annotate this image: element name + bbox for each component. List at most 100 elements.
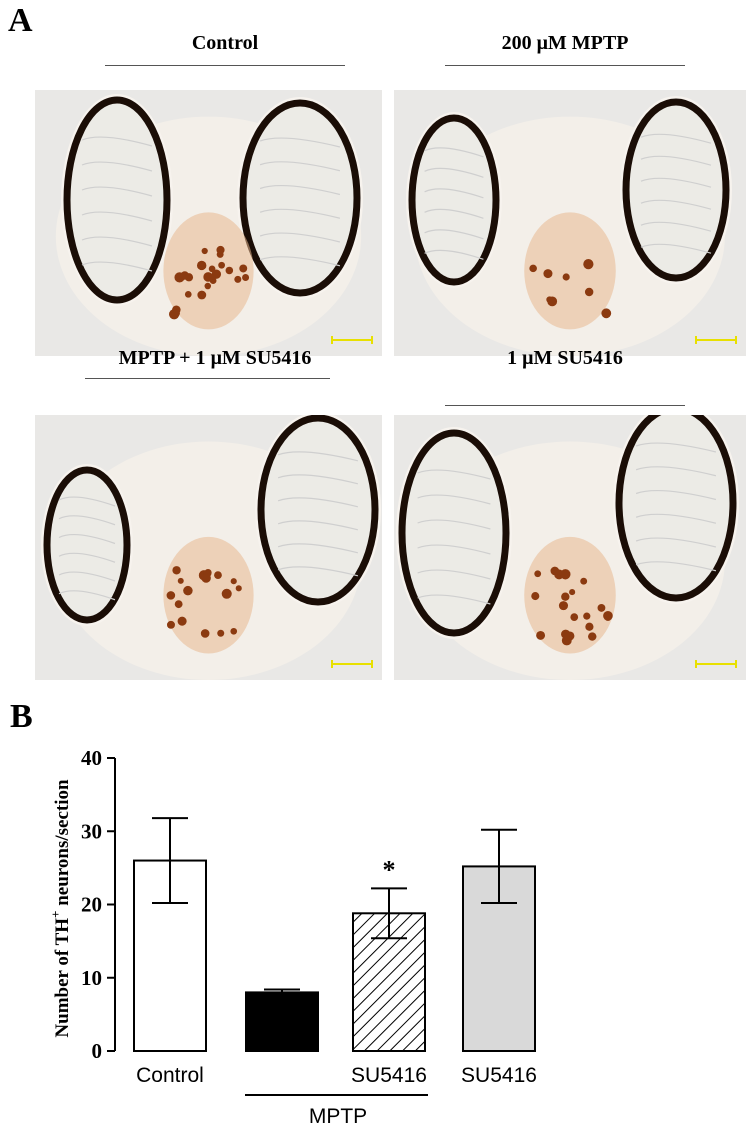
retina-texture	[417, 494, 491, 505]
y-tick-label: 10	[81, 966, 102, 990]
group-label: MPTP	[309, 1105, 367, 1127]
eye-pigment-ring	[615, 415, 737, 602]
th-neuron-dot	[547, 296, 558, 307]
title-rule-mptp-su5416	[85, 378, 330, 379]
retina-texture	[635, 513, 717, 524]
retina-texture	[424, 229, 484, 240]
th-neuron-dot	[570, 613, 579, 621]
retina-texture	[277, 497, 359, 508]
eye-pigment-ring	[43, 466, 131, 624]
th-neuron-dot	[216, 250, 224, 258]
bar-chart: 0 10 20 30 40 Number of TH+ neurons/section Co…	[48, 746, 537, 1127]
retina-texture	[81, 261, 153, 272]
retina-texture	[417, 469, 491, 480]
th-neuron-dot	[239, 264, 248, 273]
retina-texture	[640, 133, 712, 144]
th-neuron-dot	[166, 620, 175, 629]
x-category-label: SU5416	[461, 1064, 537, 1087]
th-neuron-dot	[529, 264, 537, 273]
th-neuron-dot	[221, 588, 232, 599]
retina-texture	[635, 466, 717, 477]
retina-texture	[635, 537, 717, 548]
stain-region	[524, 536, 616, 654]
th-neuron-dot	[180, 271, 189, 280]
th-neuron-dot	[230, 578, 237, 585]
y-tick-label: 30	[81, 819, 102, 843]
y-tick-label: 0	[92, 1039, 103, 1063]
eye-pigment-ring	[408, 114, 500, 286]
retina-texture	[640, 155, 712, 166]
th-neuron-dot	[201, 247, 208, 255]
x-category-label: SU5416	[351, 1064, 427, 1087]
th-neuron-dot	[235, 585, 242, 592]
x-category-label: Control	[136, 1064, 204, 1087]
eye-pigment-ring	[622, 98, 730, 282]
image-title-mptp-su5416: MPTP + 1 μM SU5416	[118, 347, 312, 369]
th-neuron-dot	[585, 622, 594, 631]
bar	[245, 991, 319, 1052]
retina-texture	[417, 544, 491, 555]
th-neuron-dot	[604, 614, 612, 621]
th-neuron-dot	[588, 632, 597, 641]
retina-texture	[81, 161, 153, 172]
image-title-mptp: 200 μM MPTP	[501, 32, 629, 54]
retina-texture	[58, 515, 116, 526]
th-neuron-dot	[166, 591, 176, 600]
panel-a-letter: A	[8, 2, 33, 39]
retina-texture	[81, 211, 153, 222]
th-neuron-dot	[561, 629, 571, 639]
retina-texture	[635, 442, 717, 453]
title-rule-su5416	[445, 405, 685, 406]
retina-texture	[259, 137, 341, 148]
retina-texture	[424, 208, 484, 219]
retina-texture	[424, 167, 484, 178]
th-neuron-dot	[218, 261, 225, 269]
th-neuron-dot	[561, 592, 570, 601]
th-neuron-dot	[211, 269, 222, 279]
retina-texture	[277, 566, 359, 577]
retina-texture	[640, 177, 712, 188]
retina-texture	[81, 236, 153, 247]
th-neuron-dot	[562, 273, 570, 281]
retina-texture	[58, 571, 116, 582]
retina-texture	[424, 147, 484, 158]
th-neuron-dot	[583, 259, 594, 270]
retina-texture	[277, 451, 359, 462]
micrograph-control	[35, 90, 382, 356]
th-neuron-dot	[214, 571, 222, 579]
th-neuron-dot	[203, 569, 212, 578]
th-neuron-dot	[558, 601, 569, 611]
retina-texture	[417, 594, 491, 605]
retina-texture	[259, 232, 341, 243]
th-neuron-dot	[543, 269, 553, 279]
retina-texture	[640, 221, 712, 232]
th-neuron-dot	[177, 577, 184, 584]
retina-texture	[81, 186, 153, 197]
eye-pigment-ring	[63, 96, 171, 304]
y-tick-label: 40	[81, 746, 102, 770]
y-tick-label: 20	[81, 893, 102, 917]
th-neuron-dot	[217, 629, 225, 637]
retina-texture	[640, 243, 712, 254]
th-neuron-dot	[183, 585, 193, 596]
title-rule-mptp	[445, 65, 685, 66]
retina-texture	[640, 199, 712, 210]
th-neuron-dot	[230, 627, 238, 635]
eye-pigment-ring	[239, 99, 361, 297]
retina-texture	[259, 185, 341, 196]
retina-texture	[424, 188, 484, 199]
retina-texture	[58, 496, 116, 507]
th-neuron-dot	[174, 600, 183, 609]
retina-texture	[635, 490, 717, 501]
th-neuron-dot	[534, 570, 542, 578]
retina-texture	[259, 208, 341, 219]
th-neuron-dot	[536, 630, 546, 640]
stain-region	[163, 536, 254, 654]
retina-texture	[58, 552, 116, 563]
retina-texture	[417, 569, 491, 580]
th-neuron-dot	[225, 266, 234, 275]
th-neuron-dot	[531, 592, 540, 601]
th-neuron-dot	[200, 629, 210, 638]
retina-texture	[277, 474, 359, 485]
eye-pigment-ring	[398, 429, 510, 637]
